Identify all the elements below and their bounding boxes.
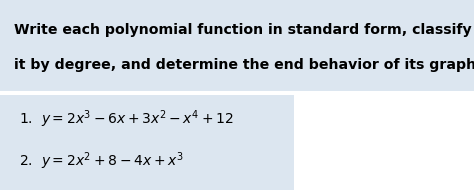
Text: 2.  $y = 2x^2 + 8 - 4x + x^3$: 2. $y = 2x^2 + 8 - 4x + x^3$: [19, 151, 184, 172]
FancyBboxPatch shape: [0, 0, 474, 91]
Text: it by degree, and determine the end behavior of its graph.: it by degree, and determine the end beha…: [14, 58, 474, 72]
Text: Write each polynomial function in standard form, classify: Write each polynomial function in standa…: [14, 23, 472, 37]
FancyBboxPatch shape: [0, 95, 294, 190]
Text: 1.  $y = 2x^3 - 6x + 3x^2 - x^4 + 12$: 1. $y = 2x^3 - 6x + 3x^2 - x^4 + 12$: [19, 109, 234, 131]
